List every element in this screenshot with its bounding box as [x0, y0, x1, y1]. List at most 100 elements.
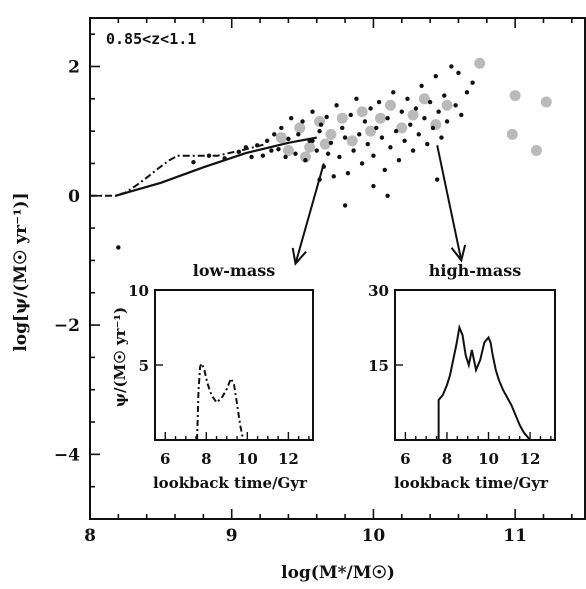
arrow-head	[450, 244, 467, 263]
scatter-point	[456, 70, 461, 76]
scatter-point	[337, 154, 342, 160]
scatter-point-grey	[530, 145, 542, 157]
scatter-point	[331, 174, 336, 179]
scatter-point	[459, 112, 464, 118]
inset-high-title: high-mass	[429, 261, 521, 280]
solid-relation-line	[115, 136, 317, 197]
scatter-point	[408, 122, 413, 127]
scatter-point	[340, 125, 345, 131]
scatter-point	[435, 177, 440, 182]
scatter-point	[342, 203, 348, 208]
scatter-point	[264, 138, 270, 144]
scatter-point	[402, 138, 407, 144]
scatter-point	[310, 109, 315, 114]
scatter-point	[342, 135, 348, 140]
inset-high-sfh-line	[437, 323, 531, 441]
scatter-point	[348, 112, 353, 118]
scatter-point	[376, 99, 382, 105]
scatter-point	[393, 128, 399, 134]
scatter-point-grey	[346, 135, 358, 147]
scatter-point	[116, 245, 121, 250]
x-tick-label: 10	[362, 526, 386, 546]
scatter-point	[371, 153, 376, 158]
scatter-point	[328, 140, 334, 145]
scatter-point	[354, 96, 359, 102]
inset-high-y-tick-label: 30	[368, 282, 389, 300]
x-axis-title: log(M*/M☉)	[281, 563, 395, 583]
scatter-point	[283, 154, 288, 160]
inset-high-x-axis-title: lookback time/Gyr	[394, 474, 549, 492]
scatter-point	[310, 138, 315, 144]
scatter-point	[425, 141, 430, 147]
scatter-point	[419, 83, 424, 89]
arrow-head	[291, 247, 307, 266]
inset-high-y-tick-label: 15	[368, 357, 389, 375]
arrow-low-mass	[294, 163, 325, 264]
scatter-point-grey	[294, 122, 306, 134]
inset-low-y-axis-title: ψ/(M☉ yr⁻¹)	[111, 307, 129, 407]
scatter-point	[399, 109, 404, 114]
scatter-point	[422, 116, 427, 121]
scatter-point	[391, 90, 396, 95]
scatter-point	[382, 167, 387, 173]
scatter-point	[442, 93, 447, 98]
scatter-point	[293, 151, 298, 156]
scatter-point	[289, 116, 294, 121]
inset-high-x-tick-label: 6	[400, 450, 410, 468]
main-lines-layer	[90, 136, 317, 197]
y-tick-label: −4	[54, 445, 80, 465]
inset-high-mass: high-mass lookback time/Gyr 6 8 10 12 15 30	[368, 261, 556, 492]
scatter-point	[272, 132, 277, 137]
inset-high-x-tick-label: 12	[520, 450, 541, 468]
scatter-point-grey	[325, 128, 337, 140]
scatter-point	[303, 158, 308, 163]
scatter-point	[324, 114, 329, 120]
scatter-point	[191, 159, 196, 165]
scatter-point	[405, 96, 410, 102]
scatter-point-grey	[365, 125, 377, 137]
inset-low-x-tick-label: 12	[278, 450, 299, 468]
scatter-point	[357, 132, 362, 137]
scatter-point	[260, 153, 266, 158]
arrows-layer	[291, 145, 467, 266]
scatter-point-grey	[336, 112, 348, 124]
scatter-point-grey	[384, 99, 396, 111]
scatter-point	[279, 125, 284, 131]
scatter-point	[453, 103, 458, 108]
scatter-point-grey	[356, 106, 368, 118]
scatter-point	[385, 116, 390, 121]
inset-low-frame	[154, 289, 314, 441]
scatter-point	[300, 119, 305, 124]
main-axes: 8 9 10 11 −4 −2 0 2	[54, 17, 586, 546]
scatter-point	[433, 73, 438, 79]
scatter-point	[379, 135, 385, 140]
scatter-point	[351, 148, 356, 153]
scatter-point-grey	[506, 128, 518, 140]
scatter-point	[317, 128, 322, 134]
scatter-point	[314, 148, 319, 153]
inset-high-x-tick-label: 10	[478, 450, 499, 468]
scatter-point-grey	[319, 138, 331, 150]
scatter-point	[325, 151, 331, 156]
scatter-point-grey	[375, 112, 387, 124]
scatter-point	[444, 119, 450, 124]
scatter-point-grey	[396, 122, 408, 134]
y-tick-label: −2	[54, 316, 80, 336]
scatter-point	[470, 80, 475, 85]
inset-low-y-tick-label: 5	[139, 357, 149, 375]
scatter-point-grey	[304, 141, 316, 153]
scatter-point	[449, 64, 454, 69]
inset-low-mass: low-mass lookback time/Gyr ψ/(M☉ yr⁻¹) 6…	[111, 261, 314, 492]
x-tick-label: 9	[226, 526, 238, 546]
inset-low-y-tick-label: 10	[128, 282, 149, 300]
scatter-point	[269, 148, 274, 153]
scatter-point	[439, 135, 444, 140]
scatter-point-grey	[275, 132, 287, 144]
scatter-point	[286, 136, 291, 142]
scatter-point	[362, 119, 368, 124]
inset-low-x-axis-title: lookback time/Gyr	[153, 474, 308, 492]
inset-low-title: low-mass	[193, 261, 275, 280]
scatter-point	[464, 90, 470, 95]
